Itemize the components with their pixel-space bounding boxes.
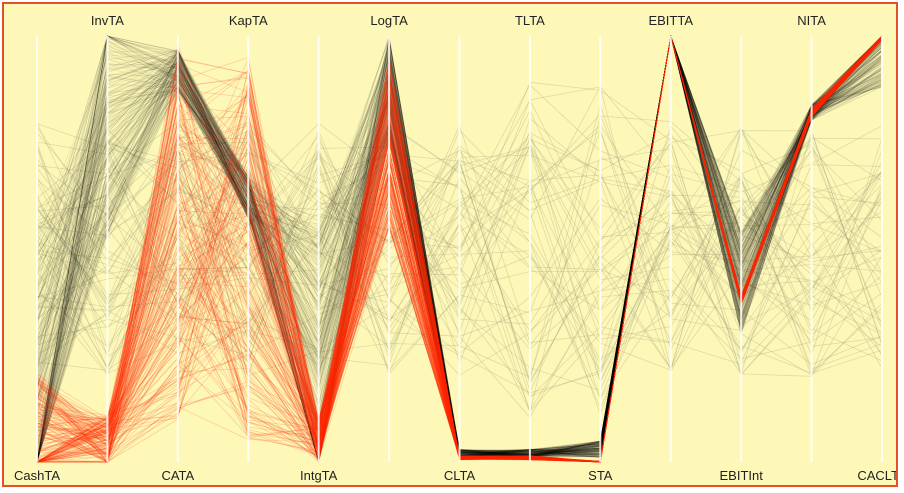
axis-label-ebitta: EBITTA — [648, 13, 693, 28]
axis-label-tlta: TLTA — [515, 13, 545, 28]
axis-label-logta: LogTA — [370, 13, 408, 28]
axis-label-caclta: CACLTA — [857, 468, 896, 483]
parallel-coordinates-plot: CashTA InvTA CATA KapTA IntgTA LogTA CLTA TLTA S… — [14, 13, 896, 483]
axis-label-clta: CLTA — [444, 468, 476, 483]
axis-label-ebitint: EBITInt — [719, 468, 763, 483]
axis-label-cata: CATA — [161, 468, 194, 483]
axis-label-cashta: CashTA — [14, 468, 60, 483]
axis-label-intgta: IntgTA — [300, 468, 338, 483]
axes — [36, 36, 883, 462]
axis-label-kapta: KapTA — [229, 13, 268, 28]
axis-label-nita: NITA — [797, 13, 826, 28]
axis-label-invta: InvTA — [91, 13, 124, 28]
axis-labels: CashTA InvTA CATA KapTA IntgTA LogTA CLTA TLTA S… — [14, 13, 896, 483]
axis-label-sta: STA — [588, 468, 613, 483]
chart-frame: CashTA InvTA CATA KapTA IntgTA LogTA CLTA TLTA S… — [2, 2, 898, 487]
